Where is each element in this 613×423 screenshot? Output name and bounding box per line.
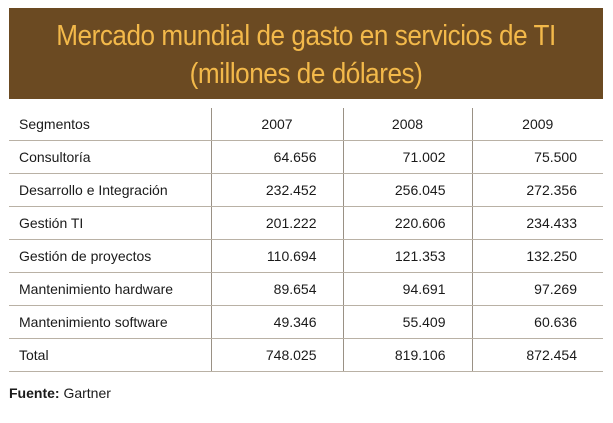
value-2009: 234.433 <box>472 206 603 240</box>
title-line-1: Mercado mundial de gasto en servicios de… <box>56 20 556 52</box>
source-value: Gartner <box>63 385 111 401</box>
table-row: Gestión de proyectos 110.694 121.353 132… <box>9 239 603 273</box>
value-2008: 55.409 <box>343 305 473 339</box>
value-2007: 49.346 <box>211 305 344 339</box>
table-row: Consultoría 64.656 71.002 75.500 <box>9 140 603 174</box>
segment-label: Mantenimiento software <box>9 305 212 339</box>
value-2008: 256.045 <box>343 173 473 207</box>
table-row: Mantenimiento software 49.346 55.409 60.… <box>9 305 603 339</box>
title-banner: Mercado mundial de gasto en servicios de… <box>9 8 603 99</box>
value-2007: 201.222 <box>211 206 344 240</box>
value-2009: 132.250 <box>472 239 603 273</box>
segment-label: Mantenimiento hardware <box>9 272 212 306</box>
header-2007: 2007 <box>211 108 344 141</box>
spending-table: Segmentos 2007 2008 2009 Consultoría 64.… <box>9 108 603 372</box>
segment-label: Gestión de proyectos <box>9 239 212 273</box>
table-row: Desarrollo e Integración 232.452 256.045… <box>9 173 603 207</box>
value-2009: 75.500 <box>472 140 603 174</box>
value-2007: 232.452 <box>211 173 344 207</box>
source-note: Fuente: Gartner <box>9 385 111 401</box>
table-row-total: Total 748.025 819.106 872.454 <box>9 338 603 372</box>
value-2009: 272.356 <box>472 173 603 207</box>
header-segmentos: Segmentos <box>9 108 212 141</box>
total-2007: 748.025 <box>211 338 344 372</box>
table-row: Gestión TI 201.222 220.606 234.433 <box>9 206 603 240</box>
value-2007: 89.654 <box>211 272 344 306</box>
segment-label: Gestión TI <box>9 206 212 240</box>
value-2008: 71.002 <box>343 140 473 174</box>
value-2009: 97.269 <box>472 272 603 306</box>
total-label: Total <box>9 338 212 372</box>
source-label: Fuente: <box>9 385 60 401</box>
value-2007: 110.694 <box>211 239 344 273</box>
header-2009: 2009 <box>472 108 603 141</box>
total-2009: 872.454 <box>472 338 603 372</box>
value-2008: 121.353 <box>343 239 473 273</box>
table-header-row: Segmentos 2007 2008 2009 <box>9 108 603 141</box>
title-line-2: (millones de dólares) <box>189 58 423 90</box>
segment-label: Desarrollo e Integración <box>9 173 212 207</box>
table-row: Mantenimiento hardware 89.654 94.691 97.… <box>9 272 603 306</box>
header-2008: 2008 <box>343 108 473 141</box>
value-2007: 64.656 <box>211 140 344 174</box>
value-2008: 220.606 <box>343 206 473 240</box>
value-2009: 60.636 <box>472 305 603 339</box>
value-2008: 94.691 <box>343 272 473 306</box>
total-2008: 819.106 <box>343 338 473 372</box>
segment-label: Consultoría <box>9 140 212 174</box>
